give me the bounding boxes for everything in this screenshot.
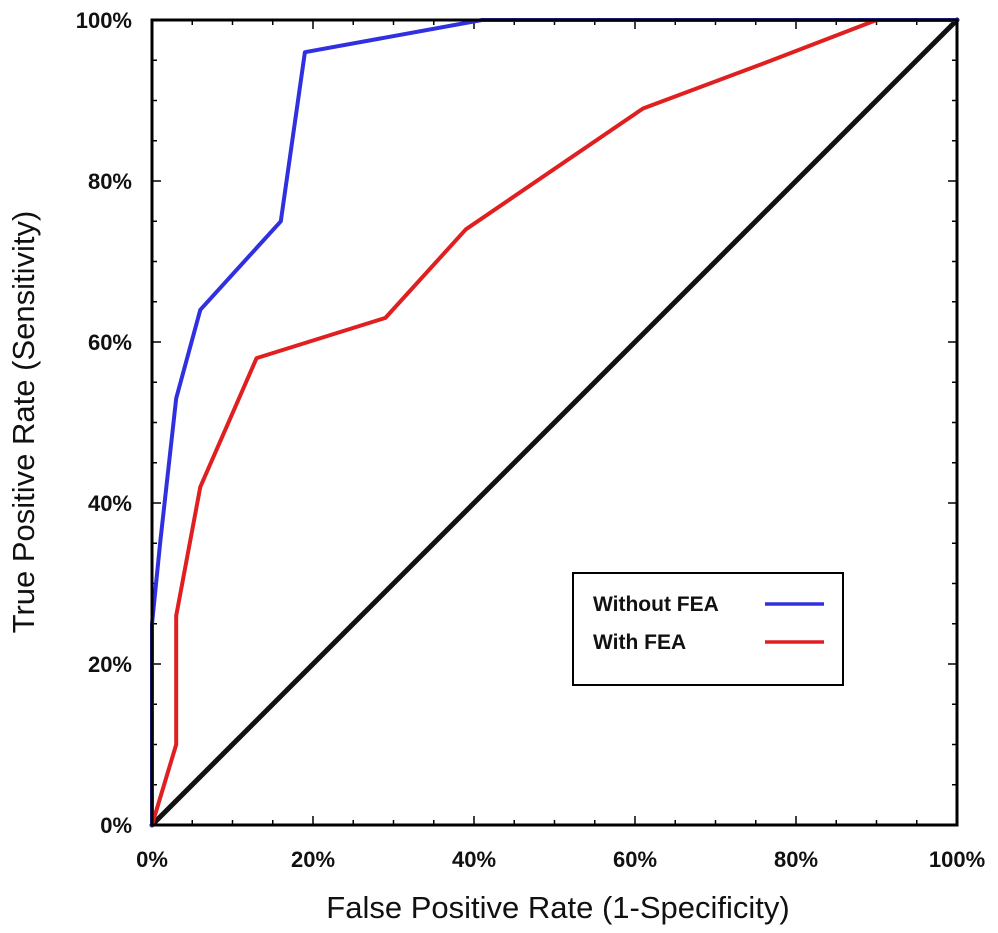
y-tick-label: 100%	[76, 8, 132, 33]
legend-label-without-fea: Without FEA	[593, 593, 719, 616]
y-tick-labels: 0% 20% 40% 60% 80% 100%	[76, 8, 132, 838]
x-tick-label: 0%	[136, 847, 168, 872]
legend-box	[572, 572, 844, 686]
x-tick-label: 20%	[291, 847, 335, 872]
legend-label-with-fea: With FEA	[593, 631, 686, 654]
legend: Without FEA With FEA	[572, 572, 844, 686]
x-tick-labels: 0% 20% 40% 60% 80% 100%	[136, 847, 985, 872]
series-line-reference	[149, 17, 960, 828]
y-tick-label: 20%	[88, 652, 132, 677]
plot-frame	[150, 18, 959, 827]
x-tick-label: 80%	[774, 847, 818, 872]
x-tick-label: 60%	[613, 847, 657, 872]
x-axis-title: False Positive Rate (1-Specificity)	[326, 890, 789, 925]
y-tick-label: 60%	[88, 330, 132, 355]
series-layer	[149, 17, 960, 828]
y-tick-label: 0%	[100, 813, 132, 838]
y-tick-label: 40%	[88, 491, 132, 516]
series-line-with-fea	[150, 18, 959, 827]
y-axis-title: True Positive Rate (Sensitivity)	[6, 211, 41, 634]
series-line-without-fea	[150, 18, 959, 827]
x-tick-label: 40%	[452, 847, 496, 872]
y-tick-label: 80%	[88, 169, 132, 194]
x-tick-label: 100%	[929, 847, 985, 872]
